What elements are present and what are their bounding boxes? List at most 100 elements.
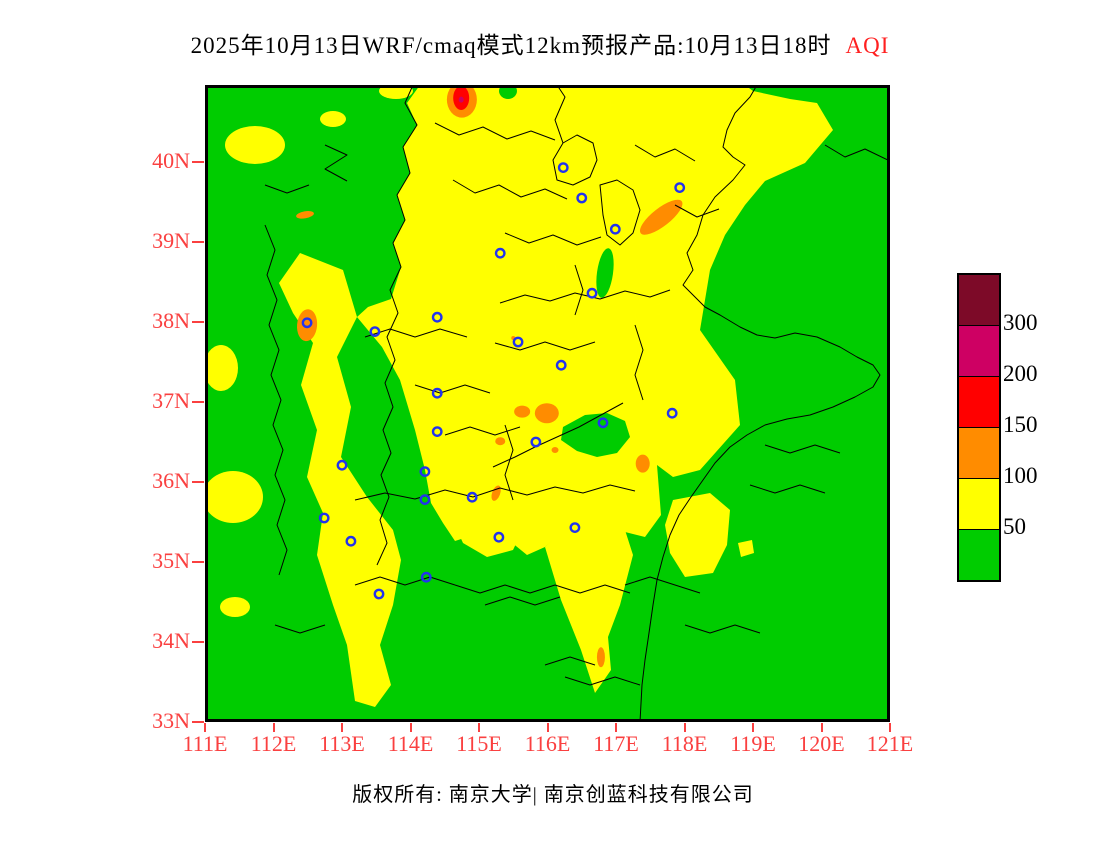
- x-axis-tick: [204, 723, 206, 732]
- legend-label: 300: [1003, 310, 1038, 335]
- aqi-map: [205, 85, 890, 722]
- county-border: [444, 426, 521, 436]
- city-marker: [557, 162, 569, 174]
- x-axis-tick: [341, 723, 343, 732]
- city-marker: [674, 182, 686, 194]
- aqi-hotspot: [635, 454, 650, 473]
- green-patch: [596, 248, 614, 298]
- county-border: [544, 656, 596, 666]
- aqi-hotspot: [639, 199, 683, 235]
- green-patch: [561, 413, 630, 457]
- legend-label: 100: [1003, 463, 1038, 488]
- aqi-hotspot: [551, 447, 559, 453]
- x-axis-tick: [478, 723, 480, 732]
- county-border: [824, 144, 890, 162]
- x-axis-tick: [546, 723, 549, 732]
- city-marker: [493, 531, 505, 543]
- yellow-patch: [379, 85, 413, 99]
- x-axis-label: 111E: [182, 731, 228, 756]
- yellow-south-blob: [451, 478, 525, 557]
- x-axis-tick: [752, 723, 754, 732]
- city-marker: [555, 359, 567, 371]
- y-axis-tick: [192, 321, 204, 323]
- city-marker: [318, 512, 330, 524]
- city-marker: [586, 287, 598, 299]
- county-border: [494, 341, 596, 351]
- y-axis-label: 39N: [152, 228, 190, 253]
- city-marker: [431, 387, 443, 399]
- beijing-outline: [552, 134, 598, 186]
- county-border: [454, 584, 631, 594]
- aqi-hotspot: [534, 403, 559, 424]
- county-border: [434, 122, 556, 141]
- x-axis-label: 120E: [798, 731, 845, 756]
- city-marker: [609, 223, 621, 235]
- y-axis-label: 34N: [152, 628, 190, 653]
- county-border: [684, 624, 761, 634]
- y-axis-label: 33N: [152, 708, 190, 733]
- province-border: [492, 402, 624, 468]
- y-axis-label: 38N: [152, 308, 190, 333]
- yellow-central-plain: [357, 85, 833, 555]
- green-patch: [499, 85, 517, 99]
- boundary-layer: [264, 85, 890, 722]
- y-axis-tick: [192, 241, 204, 243]
- y-axis-tick: [192, 481, 204, 483]
- aqi-hotspot: [458, 96, 464, 103]
- legend-cell-0: [959, 275, 999, 325]
- yellow-south-tongue: [545, 523, 633, 693]
- field-green-patches: [499, 85, 630, 457]
- y-axis-tick: [192, 401, 204, 403]
- x-axis-tick: [683, 723, 686, 732]
- title-text: 2025年10月13日WRF/cmaq模式12km预报产品:10月13日18时: [190, 33, 832, 58]
- y-axis-label: 36N: [152, 468, 190, 493]
- yellow-patch: [205, 345, 238, 391]
- y-axis-label: 40N: [152, 148, 190, 173]
- yellow-patch: [205, 471, 263, 523]
- y-axis-tick: [192, 641, 204, 643]
- x-axis-label: 116E: [524, 731, 571, 756]
- county-border: [274, 624, 326, 634]
- city-marker: [569, 522, 581, 533]
- legend-cell-2: [959, 376, 999, 427]
- legend-cell-4: [959, 478, 999, 529]
- county-border: [634, 144, 696, 162]
- aqi-hotspot: [596, 647, 605, 668]
- city-marker: [466, 491, 478, 503]
- legend-cell-5: [959, 529, 999, 580]
- x-axis-label: 119E: [730, 731, 776, 756]
- y-axis-label: 35N: [152, 548, 190, 573]
- county-border: [554, 85, 566, 144]
- yellow-small-blob: [738, 540, 754, 557]
- x-axis-label: 118E: [661, 731, 708, 756]
- aqi-hotspot: [514, 405, 531, 418]
- city-marker: [512, 336, 524, 348]
- legend-label: 50: [1003, 514, 1026, 539]
- county-border: [364, 328, 468, 338]
- city-marker: [597, 417, 609, 429]
- city-marker: [345, 535, 357, 547]
- county-border: [564, 676, 641, 686]
- aqi-hotspot: [297, 309, 318, 342]
- city-marker: [431, 311, 443, 323]
- legend-label: 200: [1003, 361, 1038, 386]
- city-marker: [420, 571, 432, 583]
- x-axis-label: 117E: [593, 731, 639, 756]
- city-marker: [369, 326, 381, 338]
- yellow-patch: [225, 126, 285, 164]
- field-yellow-layer: [205, 85, 833, 707]
- province-border: [376, 85, 418, 566]
- city-marker: [666, 407, 678, 419]
- legend-cell-3: [959, 427, 999, 478]
- county-border: [574, 264, 584, 316]
- yellow-west-band: [279, 253, 401, 707]
- x-axis-label: 114E: [387, 731, 434, 756]
- county-border: [414, 384, 491, 394]
- y-axis-tick: [192, 161, 204, 163]
- hotspot-layer: [296, 85, 683, 668]
- x-axis-tick: [272, 723, 275, 732]
- county-border: [504, 232, 602, 246]
- county-border: [504, 424, 514, 501]
- copyright-text: 版权所有: 南京大学| 南京创蓝科技有限公司: [352, 784, 754, 806]
